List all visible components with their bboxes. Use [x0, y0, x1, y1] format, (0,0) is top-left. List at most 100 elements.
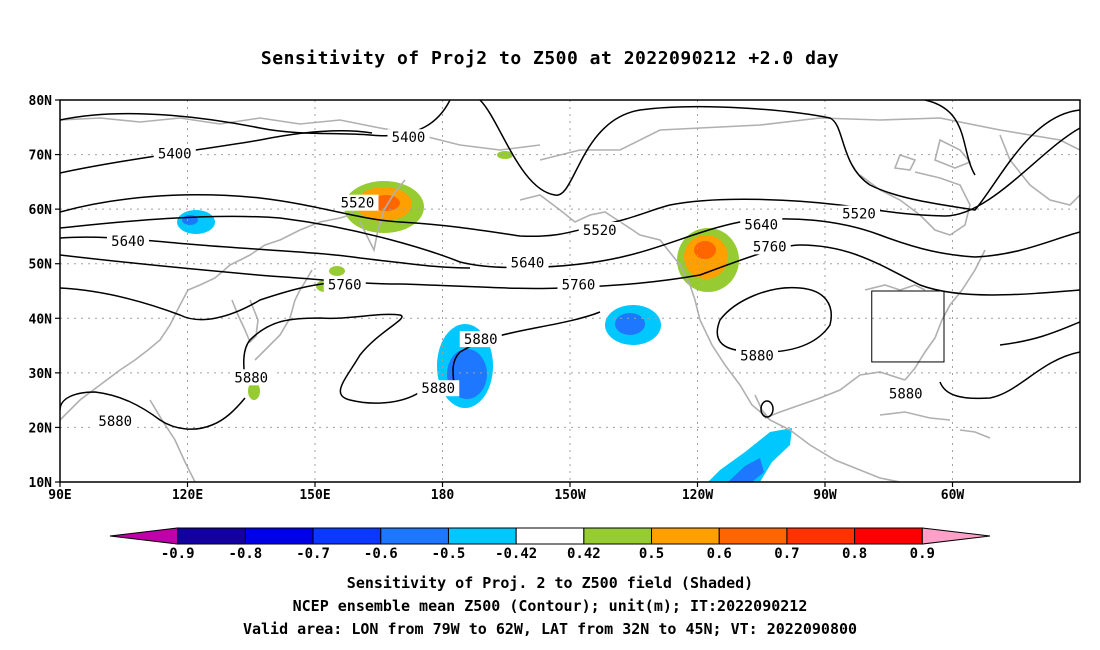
contour-label-bg [323, 276, 366, 293]
lon-tick-label: 120E [172, 488, 203, 503]
colorbar-segment [312, 527, 382, 545]
colorbar-label: -0.6 [364, 546, 398, 562]
contour-label: 5400 [158, 147, 192, 163]
contour-label: 5640 [511, 256, 545, 272]
lat-tick-label: 30N [29, 367, 53, 382]
contour-label-bg [94, 412, 137, 429]
negative-blob [615, 313, 645, 335]
gridlines [60, 100, 1080, 482]
colorbar-label: -0.42 [495, 546, 537, 562]
contour-labels: 5400 5400 5520 5520 5520 5640 5640 5640 5760 5760… [94, 129, 927, 430]
positive-blob [497, 151, 513, 159]
colorbar-label: 0.9 [910, 546, 935, 562]
contour-label-bg [230, 369, 273, 386]
contour-label: 5880 [98, 414, 132, 430]
contour-label: 5400 [392, 130, 426, 146]
contour-label-bg [884, 385, 927, 402]
lat-tick-label: 70N [29, 149, 53, 164]
positive-blob [694, 241, 716, 259]
contour-line [999, 321, 1080, 346]
colorbar-label: 0.7 [774, 546, 799, 562]
contour-label-bg [153, 145, 196, 162]
colorbar-segment [447, 527, 517, 545]
colorbar: -0.9 -0.8 -0.7 -0.6 -0.5 -0.42 0.42 0.5 0.6 0.7 0.… [109, 527, 991, 562]
colorbar-segment [583, 527, 653, 545]
lon-tick-label: 180 [431, 488, 455, 503]
contour-line [60, 215, 1080, 269]
contour-label: 5640 [111, 234, 145, 250]
contour-line [60, 244, 1080, 296]
colorbar-segment [718, 527, 788, 545]
contour-label: 5520 [583, 223, 617, 239]
contour-label: 5880 [889, 387, 923, 403]
contour-line [924, 100, 976, 176]
contour-label-bg [107, 232, 149, 249]
contour-label-bg [748, 238, 791, 255]
contour-label: 5760 [562, 278, 596, 294]
contour-label: 5520 [842, 207, 876, 223]
contour-label: 5520 [341, 196, 375, 212]
contour-line [60, 130, 373, 174]
contour-label-bg [417, 380, 460, 397]
contour-label-bg [736, 347, 778, 364]
colorbar-triangle-high [921, 527, 991, 545]
contour-label-bg [459, 331, 502, 348]
contour-label: 5640 [744, 218, 778, 234]
contour-label-bg [557, 276, 600, 293]
caption-contour: NCEP ensemble mean Z500 (Contour); unit(… [292, 597, 808, 615]
lat-tick-label: 80N [29, 94, 53, 109]
colorbar-label: 0.5 [639, 546, 664, 562]
colorbar-label: -0.5 [432, 546, 466, 562]
contour-line [479, 100, 1080, 211]
contour-label: 5880 [421, 381, 455, 397]
contour-label-bg [578, 221, 621, 238]
caption-valid-area: Valid area: LON from 79W to 62W, LAT fro… [242, 620, 858, 638]
lat-tick-label: 50N [29, 258, 53, 273]
colorbar-label: -0.9 [161, 546, 195, 562]
contour-label-bg [336, 194, 379, 211]
contour-line [60, 282, 331, 321]
lat-tick-label: 10N [29, 476, 53, 491]
contour-line [60, 391, 246, 430]
lat-tick-label: 20N [29, 421, 53, 436]
contour-label-bg [387, 129, 430, 146]
colorbar-segment [244, 527, 314, 545]
colorbar-segment [854, 527, 923, 545]
contour-line [939, 351, 1080, 400]
colorbar-label: 0.6 [707, 546, 732, 562]
lon-tick-label: 90E [48, 488, 71, 503]
caption-shaded: Sensitivity of Proj. 2 to Z500 field (Sh… [346, 574, 754, 592]
contour-line [243, 313, 421, 404]
negative-blob [728, 458, 764, 482]
contour-label: 5880 [234, 370, 268, 386]
colorbar-label: 0.42 [567, 546, 601, 562]
positive-blob [329, 266, 345, 276]
positive-blob [248, 382, 260, 400]
coastlines [60, 117, 1080, 482]
contour-label: 5880 [740, 348, 774, 364]
lat-tick-label: 40N [29, 312, 53, 327]
colorbar-segment [177, 527, 246, 545]
lon-tick-label: 150W [554, 488, 585, 503]
lat-tick-label: 60N [29, 203, 53, 218]
colorbar-label: -0.7 [296, 546, 330, 562]
contour-line [716, 286, 832, 353]
contour-line [60, 100, 451, 137]
colorbar-segment [786, 527, 856, 545]
contour-label: 5760 [753, 239, 787, 255]
colorbar-label: -0.8 [229, 546, 263, 562]
contour-label-bg [506, 254, 549, 271]
positive-blob [372, 195, 400, 211]
contour-label: 5880 [464, 332, 498, 348]
colorbar-label: 0.8 [842, 546, 867, 562]
colorbar-triangle-low [109, 527, 179, 545]
contour-label-bg [838, 205, 880, 222]
figure-title: Sensitivity of Proj2 to Z500 at 20220902… [260, 48, 840, 69]
lon-tick-label: 60W [941, 488, 965, 503]
lon-tick-label: 150E [299, 488, 330, 503]
colorbar-segment [651, 527, 720, 545]
lon-tick-label: 90W [813, 488, 837, 503]
negative-blob [708, 428, 792, 482]
